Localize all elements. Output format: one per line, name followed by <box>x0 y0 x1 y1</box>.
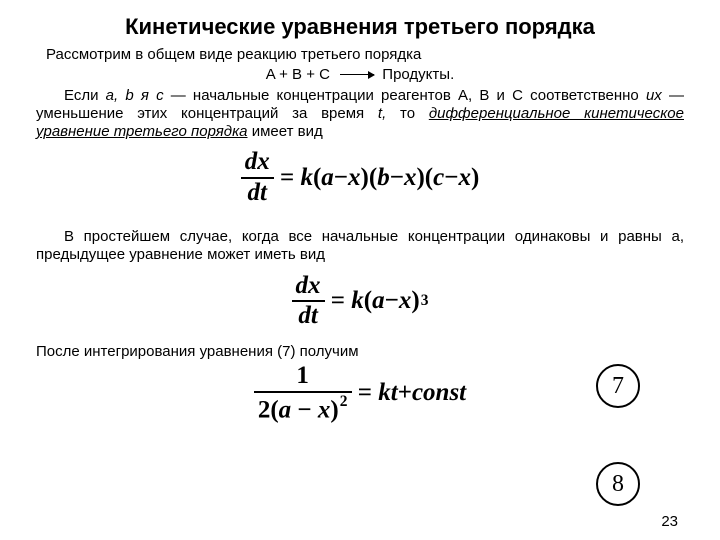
eq1-k: k <box>300 164 313 192</box>
eq1-p4: ) <box>471 164 479 192</box>
eq2-k: k <box>351 287 364 315</box>
eq2-den: dt <box>294 303 321 329</box>
p2-t: t, <box>378 105 386 122</box>
eq3-da: a <box>279 396 292 423</box>
reaction-line: A + B + C Продукты. <box>36 66 684 84</box>
eq3-kt: kt <box>378 379 397 407</box>
p2-t1: Если <box>64 87 106 104</box>
eq1-num: dx <box>241 149 274 175</box>
eq1-m1: − <box>334 164 348 192</box>
eq1-x1: x <box>348 164 361 192</box>
eq2-p1: ( <box>364 287 372 315</box>
eq3-dp1: ( <box>270 396 278 423</box>
eq2-x: x <box>399 287 412 315</box>
eq1-c: c <box>433 164 444 192</box>
page-number: 23 <box>661 513 678 530</box>
eq3-d2: 2 <box>258 396 271 423</box>
eq1-p3: )( <box>416 164 433 192</box>
p2-t2: — начальные концентрации реагентов A, B … <box>164 87 646 104</box>
eq1-p1: ( <box>313 164 321 192</box>
eq1-frac: dx dt <box>241 149 274 206</box>
p2-t5: имеет вид <box>248 123 323 140</box>
eq3-den: 2(a − x)2 <box>254 394 352 424</box>
eq1-x3: x <box>458 164 471 192</box>
paragraph-2: Если a, b я c — начальные концентрации р… <box>36 87 684 142</box>
p2-ix: их <box>646 87 662 104</box>
p2-abc: a, b <box>106 87 134 104</box>
equation-badge-7: 7 <box>596 364 640 408</box>
equation-3: 1 2(a − x)2 = kt + const <box>36 363 684 423</box>
eq2-frac: dx dt <box>292 273 325 330</box>
equation-1: dx dt = k (a − x)(b − x)(c − x) <box>36 149 684 206</box>
equation-badge-8: 8 <box>596 462 640 506</box>
eq1-x2: x <box>404 164 417 192</box>
page-title: Кинетические уравнения третьего порядка <box>36 14 684 40</box>
eq3-plus: + <box>398 379 412 407</box>
reaction-rhs: Продукты. <box>378 66 454 83</box>
paragraph-4: После интегрирования уравнения (7) получ… <box>36 343 684 361</box>
arrow-icon <box>340 74 374 76</box>
eq3-dp2: ) <box>330 396 338 423</box>
equation-2: dx dt = k (a − x)3 <box>36 273 684 330</box>
reaction-lhs: A + B + C <box>266 66 334 83</box>
eq1-p2: )( <box>361 164 378 192</box>
eq3-num: 1 <box>292 363 313 389</box>
eq2-exp: 3 <box>421 292 429 310</box>
eq3-dexp: 2 <box>340 393 348 410</box>
paragraph-3: В простейшем случае, когда все начальные… <box>36 228 684 265</box>
eq2-num: dx <box>292 273 325 299</box>
intro-line: Рассмотрим в общем виде реакцию третьего… <box>46 46 684 64</box>
p2-t4: то <box>386 105 429 122</box>
eq2-m: − <box>385 287 399 315</box>
p2-c: c <box>156 87 164 104</box>
eq1-den: dt <box>243 180 270 206</box>
eq2-a: a <box>372 287 385 315</box>
eq3-const: const <box>412 379 466 407</box>
eq1-a: a <box>321 164 334 192</box>
eq3-dm: − <box>291 396 318 423</box>
eq1-m2: − <box>390 164 404 192</box>
eq3-frac: 1 2(a − x)2 <box>254 363 352 423</box>
eq1-m3: − <box>444 164 458 192</box>
eq2-p2: ) <box>411 287 419 315</box>
slide-page: Кинетические уравнения третьего порядка … <box>0 0 720 540</box>
p2-ya: я <box>134 87 156 104</box>
eq3-dx: x <box>318 396 331 423</box>
eq1-b: b <box>377 164 390 192</box>
